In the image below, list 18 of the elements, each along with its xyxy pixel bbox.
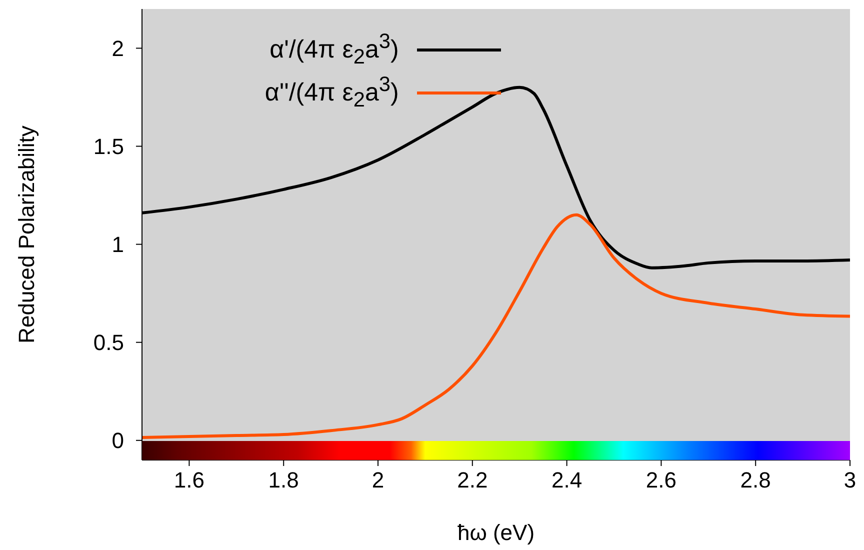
x-tick-label: 2.2: [457, 468, 488, 493]
y-tick-label: 0: [112, 428, 124, 454]
y-tick-label: 1.5: [93, 134, 124, 160]
x-tick-label: 2: [372, 468, 384, 493]
x-axis-title: ħω (eV): [457, 520, 535, 545]
x-tick-label: 3: [844, 468, 856, 493]
x-tick-label: 2.4: [552, 468, 582, 493]
y-tick-label: 0.5: [93, 330, 124, 356]
y-tick-label: 1: [112, 232, 124, 258]
x-tick-label: 2.6: [646, 468, 676, 493]
x-tick-label: 1.6: [174, 468, 204, 493]
y-axis-title: Reduced Polarizability: [14, 126, 39, 344]
x-tick-label: 1.8: [268, 468, 299, 493]
legend-label: α'/(4π ε$_{2}$a$^{3}$): [270, 29, 399, 70]
x-tick-label: 2.8: [740, 468, 771, 493]
y-tick-label: 2: [112, 36, 124, 62]
legend-label: α''/(4π ε$_{2}$a$^{3}$): [264, 72, 399, 114]
line-series: [142, 213, 850, 439]
